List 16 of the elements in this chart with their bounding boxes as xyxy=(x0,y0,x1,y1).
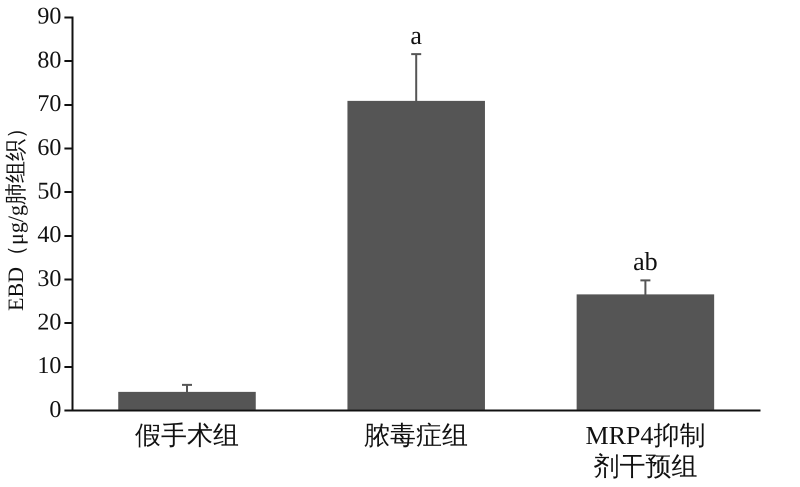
x-tick-label: 假手术组 xyxy=(135,421,239,450)
y-tick-label: 0 xyxy=(49,396,62,423)
y-tick-label: 80 xyxy=(37,47,62,74)
x-tick-label: MRP4抑制剂干预组 xyxy=(585,421,706,482)
y-tick-label: 10 xyxy=(37,353,62,380)
y-tick-label: 70 xyxy=(37,91,62,118)
y-tick-label: 30 xyxy=(37,266,62,292)
y-tick-label: 20 xyxy=(37,310,62,336)
y-axis-title: EBD（μg/g肺组织） xyxy=(2,117,28,311)
y-tick-label: 40 xyxy=(37,222,62,248)
y-tick-label: 60 xyxy=(37,134,62,161)
annotation: ab xyxy=(633,247,658,276)
annotation: a xyxy=(410,20,422,50)
y-tick-label: 90 xyxy=(37,4,62,30)
x-tick-label: 脓毒症组 xyxy=(364,421,468,450)
y-tick-label: 50 xyxy=(37,178,62,204)
